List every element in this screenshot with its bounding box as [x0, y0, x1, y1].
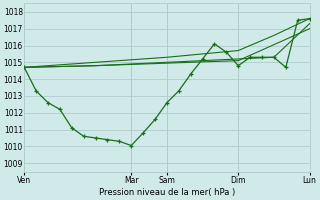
X-axis label: Pression niveau de la mer( hPa ): Pression niveau de la mer( hPa ) — [99, 188, 235, 197]
